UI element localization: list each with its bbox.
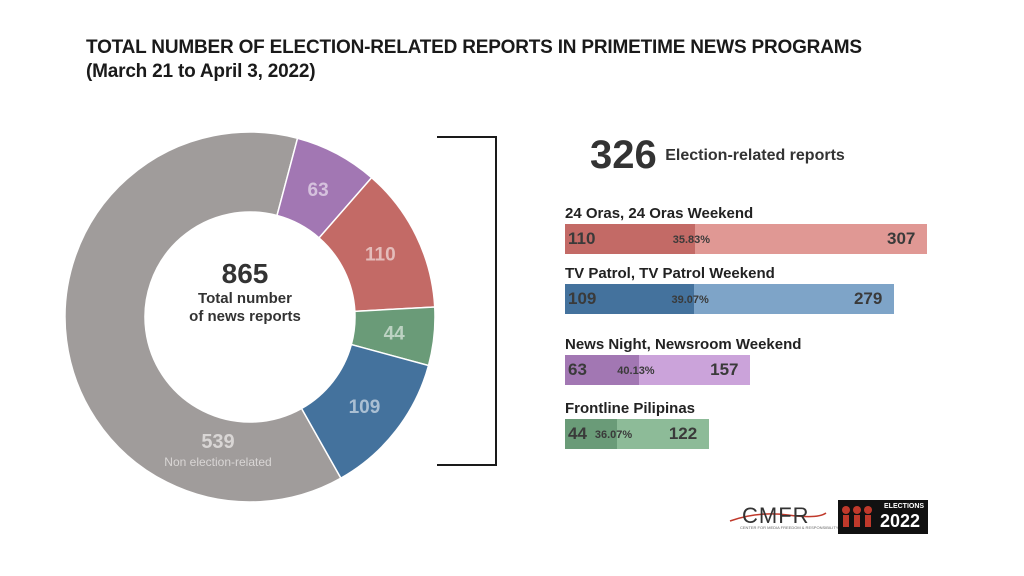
cmfr-tagline: CENTER FOR MEDIA FREEDOM & RESPONSIBILIT… xyxy=(740,525,839,530)
bar-election-2 xyxy=(565,355,640,385)
bar-election-0 xyxy=(565,224,695,254)
total-reports-label-2: of news reports xyxy=(189,308,301,325)
bar-track-0: 110 35.83% 307 xyxy=(565,224,927,254)
bracket-divider xyxy=(437,136,497,466)
cmfr-letters: CMFR xyxy=(742,503,810,528)
bar-label-2: News Night, Newsroom Weekend xyxy=(565,336,802,353)
bar-label-0: 24 Oras, 24 Oras Weekend xyxy=(565,205,754,222)
bar-group-3: Frontline Pilipinas 44 36.07% 122 xyxy=(565,400,709,449)
bar-group-2: News Night, Newsroom Weekend 63 40.13% 157 xyxy=(565,336,801,385)
bar-election-3 xyxy=(565,419,617,449)
bar-election-1 xyxy=(565,284,694,314)
bar-total-value-0: 307 xyxy=(887,229,916,248)
bar-track-2: 63 40.13% 157 xyxy=(565,355,801,385)
media-elections-year: 2022 xyxy=(880,511,921,531)
election-count-label: Election-related reports xyxy=(665,146,845,164)
bar-track-3: 44 36.07% 122 xyxy=(565,419,709,449)
chart-title: TOTAL NUMBER OF ELECTION-RELATED REPORTS… xyxy=(86,36,862,84)
donut-label-name-0: Non election-related xyxy=(164,455,271,469)
bar-percent-3: 36.07% xyxy=(594,429,633,441)
donut-label-value-2: 110 xyxy=(365,244,396,265)
bar-group-1: TV Patrol, TV Patrol Weekend 109 39.07% 279 xyxy=(565,265,894,314)
bar-total-value-3: 122 xyxy=(668,424,698,443)
donut-label-value-3: 44 xyxy=(384,323,406,344)
donut-slice-4 xyxy=(300,343,430,480)
media-elections-logo: ELECTIONS 2022 xyxy=(838,500,928,534)
donut-label-value-1: 63 xyxy=(308,180,329,201)
bar-label-3: Frontline Pilipinas xyxy=(565,400,696,417)
bar-group-0: 24 Oras, 24 Oras Weekend 110 35.83% 307 xyxy=(565,205,927,254)
donut-slice-0 xyxy=(64,131,342,503)
donut-chart: 539 Non election-related 63 110 44 109 xyxy=(64,131,436,503)
bar-label-1: TV Patrol, TV Patrol Weekend xyxy=(565,265,775,282)
chart-title-line1: TOTAL NUMBER OF ELECTION-RELATED REPORTS… xyxy=(86,37,862,58)
donut-label-value-4: 109 xyxy=(349,397,381,418)
figures-icon xyxy=(842,506,872,527)
bar-percent-2: 40.13% xyxy=(617,365,655,377)
donut-label-value-0: 539 xyxy=(201,431,234,453)
total-reports-label-1: Total number xyxy=(198,290,292,307)
chart-subtitle: (March 21 to April 3, 2022) xyxy=(86,61,316,82)
cmfr-swoosh-icon xyxy=(729,512,827,522)
media-elections-text: ELECTIONS xyxy=(884,503,925,510)
bar-election-value-2: 63 xyxy=(568,360,587,379)
bar-election-value-0: 110 xyxy=(568,229,596,248)
total-reports-value: 865 xyxy=(221,258,269,289)
bar-track-1: 109 39.07% 279 xyxy=(565,284,894,314)
election-count: 326 xyxy=(590,133,657,177)
bar-percent-1: 39.07% xyxy=(671,294,709,306)
bar-election-value-3: 44 xyxy=(568,424,587,443)
donut-center: 865 Total number of news reports xyxy=(150,258,340,326)
bar-total-value-2: 157 xyxy=(710,360,739,379)
bar-percent-0: 35.83% xyxy=(672,234,711,246)
cmfr-logo: CMFR CENTER FOR MEDIA FREEDOM & RESPONSI… xyxy=(728,503,838,531)
bar-total-value-1: 279 xyxy=(853,289,883,308)
election-summary: 326 Election-related reports xyxy=(590,133,845,178)
bar-election-value-1: 109 xyxy=(568,289,597,308)
